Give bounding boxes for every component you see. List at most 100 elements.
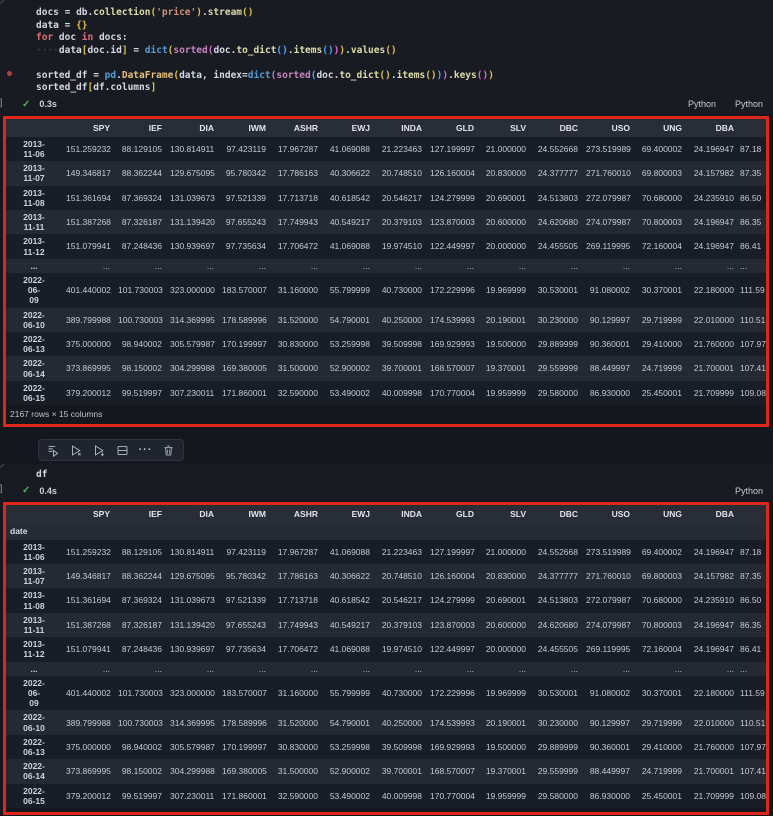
table-row: 2022- 06-15 379.200012 99.519997 307.230011… — [6, 783, 766, 809]
table-cell: 171.860001 — [222, 790, 267, 801]
table-cell: 87.369324 — [121, 192, 162, 203]
table-cell: 97.423119 — [226, 546, 266, 557]
table-cell: 379.200012 — [66, 387, 111, 398]
table-cell: 174.539993 — [430, 717, 475, 728]
table-cell: 52.900002 — [329, 766, 370, 777]
table-cell: 24.157982 — [693, 571, 734, 582]
table-cell: 24.196947 — [693, 619, 734, 630]
table-cell: 129.675095 — [170, 168, 215, 179]
table-cell: ... — [518, 663, 526, 674]
table-cell: 305.579987 — [170, 339, 215, 350]
table-cell: 86.50 — [740, 595, 762, 606]
table-cell: 25.450001 — [641, 790, 682, 801]
table-cell: 131.139420 — [170, 217, 215, 228]
table-cell: 39.509998 — [381, 741, 422, 752]
table-cell: 97.655243 — [225, 619, 266, 630]
table-cell: 86.35 — [740, 217, 762, 228]
table-cell: 24.455505 — [537, 644, 578, 655]
split-cell-icon[interactable] — [115, 443, 130, 458]
index-header — [6, 118, 62, 137]
table-cell: 20.830000 — [485, 571, 526, 582]
table-cell: ... — [102, 663, 110, 674]
table-cell: 55.799999 — [329, 285, 370, 296]
table-cell: ... — [154, 260, 162, 271]
table-cell: 97.521339 — [225, 595, 266, 606]
execute-above-cells-icon[interactable] — [46, 443, 61, 458]
column-header: EWJ — [322, 505, 374, 524]
table-cell: 17.713718 — [277, 595, 318, 606]
table-cell: 126.160004 — [430, 571, 475, 582]
table-cell: 171.860001 — [222, 387, 267, 398]
row-index: 2013- 11-08 — [23, 187, 45, 208]
table-cell: 30.530001 — [537, 688, 578, 699]
code-editor-1[interactable]: docs = db.collection('price').stream() da… — [0, 0, 773, 95]
table-cell: 373.869995 — [66, 363, 111, 374]
table-cell: 95.780342 — [225, 168, 266, 179]
table-cell: 314.369995 — [170, 717, 215, 728]
table-cell: 24.196947 — [693, 217, 734, 228]
table-cell: 131.139420 — [170, 619, 215, 630]
row-index: ... — [30, 663, 38, 674]
table-cell: ... — [154, 663, 162, 674]
table-cell: 31.520000 — [277, 717, 318, 728]
table-cell: 21.000000 — [485, 546, 526, 557]
table-cell: 32.590000 — [277, 387, 318, 398]
table-cell: 305.579987 — [170, 741, 215, 752]
cell-toolbar: ··· — [38, 439, 184, 462]
code-line: sorted_df[df.columns] — [36, 82, 157, 93]
table-cell: 90.129997 — [589, 717, 630, 728]
column-header: INDA — [374, 505, 426, 524]
table-cell: 87.35 — [740, 571, 762, 582]
code-editor-2[interactable]: df — [0, 464, 773, 482]
table-cell: 178.589996 — [222, 717, 267, 728]
table-cell: 151.079941 — [66, 241, 111, 252]
table-cell: 88.129105 — [121, 546, 162, 557]
table-cell: 88.129105 — [121, 143, 162, 154]
delete-cell-icon[interactable] — [161, 443, 176, 458]
table-cell: 97.521339 — [225, 192, 266, 203]
table-cell: 88.449997 — [589, 363, 630, 374]
table-cell: 110.51 — [740, 314, 766, 325]
row-index: 2013- 11-11 — [23, 614, 45, 635]
table-cell: 149.346817 — [66, 571, 111, 582]
execute-cell-and-below-icon[interactable] — [92, 443, 107, 458]
table-cell: 88.362244 — [121, 571, 162, 582]
table-cell: 149.346817 — [66, 168, 111, 179]
table-cell: ... — [726, 663, 734, 674]
table-cell: 20.748510 — [381, 168, 422, 179]
table-row: 2022- 06-14 373.869995 98.150002 304.299988… — [6, 356, 766, 381]
table-cell: 19.370001 — [485, 363, 526, 374]
language-label[interactable]: Python — [687, 99, 716, 109]
table-cell: 22.010000 — [693, 717, 734, 728]
table-cell: 97.423119 — [226, 143, 266, 154]
table-cell: 130.939697 — [170, 241, 215, 252]
table-cell: 30.530001 — [537, 285, 578, 296]
table-cell: 130.814911 — [170, 143, 215, 154]
table-cell: 41.069088 — [329, 143, 370, 154]
table-cell: 54.790001 — [329, 314, 370, 325]
table-row: 2013- 11-06 151.259232 88.129105 130.814911… — [6, 539, 766, 564]
more-actions-icon[interactable]: ··· — [138, 444, 153, 457]
table-row: 2013- 11-07 149.346817 88.362244 129.675095… — [6, 161, 766, 186]
table-row: 2022- 06- 09 401.440002 101.730003 323.0000… — [6, 675, 766, 711]
table-cell: 20.000000 — [485, 241, 526, 252]
row-index: 2013- 11-11 — [23, 211, 45, 233]
table-cell: 109.08 — [740, 387, 766, 398]
table-cell: 29.410000 — [641, 741, 682, 752]
table-cell: 20.690001 — [485, 595, 526, 606]
column-header: UNG — [634, 118, 686, 137]
code-cell-2: df ] ✓ 0.4s Python — [0, 463, 773, 501]
table-cell: 70.800003 — [641, 217, 682, 228]
table-cell: 19.974510 — [381, 241, 422, 252]
table-cell: ... — [622, 260, 630, 271]
dataframe-shape-footer-1: 2167 rows × 15 columns — [6, 405, 766, 425]
table-cell: 24.552668 — [537, 546, 578, 557]
language-label[interactable]: Python — [734, 485, 763, 496]
cell-status-bar-2: ] ✓ 0.4s Python — [0, 481, 773, 501]
column-header — [738, 505, 766, 524]
table-cell: ... — [674, 260, 682, 271]
kernel-label[interactable]: Python — [734, 99, 763, 109]
table-cell: ... — [102, 260, 110, 271]
row-index: 2013- 11-12 — [23, 639, 45, 660]
execute-cell-icon[interactable] — [69, 443, 84, 458]
